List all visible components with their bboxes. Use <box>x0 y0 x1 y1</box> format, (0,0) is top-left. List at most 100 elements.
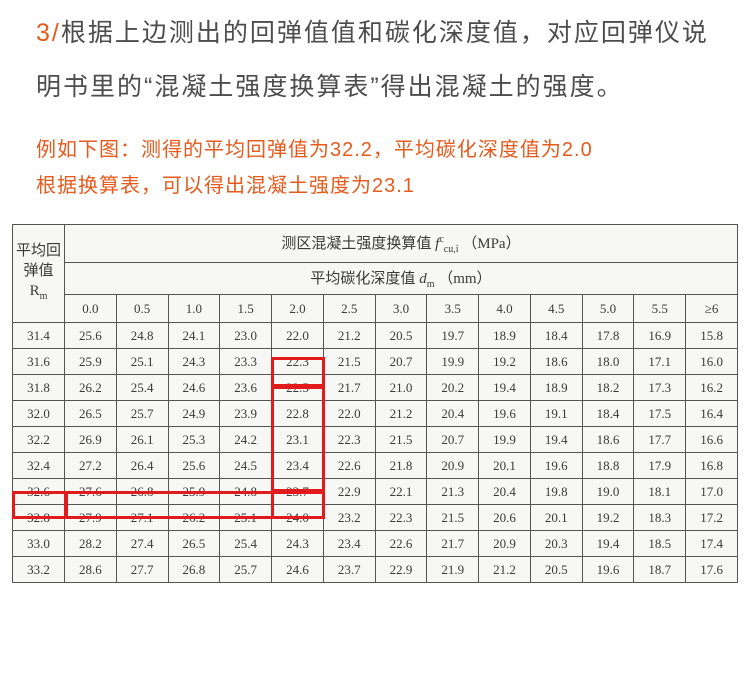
table-cell: 23.7 <box>272 479 324 505</box>
table-cell: 22.6 <box>375 531 427 557</box>
row-header: 31.6 <box>13 349 65 375</box>
table-cell: 20.1 <box>479 453 531 479</box>
table-cell: 16.2 <box>686 375 738 401</box>
table-cell: 21.7 <box>427 531 479 557</box>
table-cell: 18.8 <box>582 453 634 479</box>
table-cell: 18.1 <box>634 479 686 505</box>
table-cell: 27.4 <box>116 531 168 557</box>
table-cell: 22.3 <box>272 349 324 375</box>
table-row: 33.028.227.426.525.424.323.422.621.720.9… <box>13 531 738 557</box>
row-header: 32.2 <box>13 427 65 453</box>
col-header: 4.0 <box>479 295 531 323</box>
table-cell: 19.4 <box>582 531 634 557</box>
table-cell: 18.6 <box>530 349 582 375</box>
col-header: 3.5 <box>427 295 479 323</box>
table-cell: 20.4 <box>427 401 479 427</box>
table-cell: 22.9 <box>323 479 375 505</box>
example-line2: 根据换算表，可以得出混凝土强度为23.1 <box>36 175 415 197</box>
table-cell: 18.6 <box>582 427 634 453</box>
table-cell: 27.1 <box>116 505 168 531</box>
table-cell: 21.3 <box>427 479 479 505</box>
table-cell: 26.9 <box>65 427 117 453</box>
table-cell: 26.2 <box>65 375 117 401</box>
row-header: 32.6 <box>13 479 65 505</box>
row-header: 31.8 <box>13 375 65 401</box>
table-cell: 23.6 <box>220 375 272 401</box>
table-cell: 19.4 <box>479 375 531 401</box>
table-cell: 24.0 <box>272 505 324 531</box>
table-cell: 19.7 <box>427 323 479 349</box>
table-cell: 27.2 <box>65 453 117 479</box>
table-cell: 25.1 <box>220 505 272 531</box>
intro-text: 根据上边测出的回弹值值和碳化深度值，对应回弹仪说明书里的“混凝土强度换算表”得出… <box>36 19 709 101</box>
table-cell: 24.1 <box>168 323 220 349</box>
table-cell: 19.6 <box>530 453 582 479</box>
table-cell: 22.3 <box>323 427 375 453</box>
col-header: 5.5 <box>634 295 686 323</box>
col-header: 0.5 <box>116 295 168 323</box>
table-cell: 23.2 <box>323 505 375 531</box>
table-cell: 20.6 <box>479 505 531 531</box>
table-cell: 22.0 <box>272 323 324 349</box>
table-cell: 27.6 <box>65 479 117 505</box>
table-cell: 24.8 <box>116 323 168 349</box>
table-cell: 21.2 <box>375 401 427 427</box>
table-cell: 26.5 <box>168 531 220 557</box>
table-cell: 26.8 <box>116 479 168 505</box>
col-header: 2.0 <box>272 295 324 323</box>
table-cell: 23.1 <box>272 427 324 453</box>
table-row: 32.627.626.825.924.823.722.922.121.320.4… <box>13 479 738 505</box>
table-cell: 25.7 <box>220 557 272 583</box>
table-cell: 24.6 <box>272 557 324 583</box>
table-cell: 22.1 <box>375 479 427 505</box>
table-row: 32.026.525.724.923.922.822.021.220.419.6… <box>13 401 738 427</box>
table-cell: 16.4 <box>686 401 738 427</box>
table-cell: 22.8 <box>272 401 324 427</box>
table-row: 31.826.225.424.623.622.521.721.020.219.4… <box>13 375 738 401</box>
table-cell: 23.3 <box>220 349 272 375</box>
table-cell: 24.3 <box>168 349 220 375</box>
intro-paragraph: 3/根据上边测出的回弹值值和碳化深度值，对应回弹仪说明书里的“混凝土强度换算表”… <box>0 0 750 114</box>
table-cell: 20.9 <box>479 531 531 557</box>
table-cell: 26.4 <box>116 453 168 479</box>
table-cell: 21.9 <box>427 557 479 583</box>
table-cell: 19.9 <box>479 427 531 453</box>
table-cell: 17.2 <box>686 505 738 531</box>
table-cell: 17.7 <box>634 427 686 453</box>
table-row: 32.226.926.125.324.223.122.321.520.719.9… <box>13 427 738 453</box>
row-header: 32.8 <box>13 505 65 531</box>
table-cell: 22.3 <box>375 505 427 531</box>
table-cell: 16.9 <box>634 323 686 349</box>
table-cell: 21.7 <box>323 375 375 401</box>
table-cell: 25.4 <box>116 375 168 401</box>
table-cell: 18.9 <box>530 375 582 401</box>
table-row: 32.827.927.126.225.124.023.222.321.520.6… <box>13 505 738 531</box>
table-row: 32.427.226.425.624.523.422.621.820.920.1… <box>13 453 738 479</box>
table-cell: 21.8 <box>375 453 427 479</box>
table-cell: 17.5 <box>634 401 686 427</box>
table-cell: 24.9 <box>168 401 220 427</box>
table-cell: 24.5 <box>220 453 272 479</box>
table-cell: 22.5 <box>272 375 324 401</box>
table-cell: 28.2 <box>65 531 117 557</box>
table-row: 33.228.627.726.825.724.623.722.921.921.2… <box>13 557 738 583</box>
table-cell: 16.6 <box>686 427 738 453</box>
table-cell: 19.1 <box>530 401 582 427</box>
table-cell: 19.9 <box>427 349 479 375</box>
table-cell: 25.6 <box>168 453 220 479</box>
table-cell: 18.3 <box>634 505 686 531</box>
table-cell: 20.4 <box>479 479 531 505</box>
table-cell: 20.7 <box>427 427 479 453</box>
table-cell: 27.7 <box>116 557 168 583</box>
example-paragraph: 例如下图：测得的平均回弹值为32.2，平均碳化深度值为2.0 根据换算表，可以得… <box>0 114 750 204</box>
row-header: 31.4 <box>13 323 65 349</box>
table-cell: 26.8 <box>168 557 220 583</box>
table-cell: 26.2 <box>168 505 220 531</box>
table-cell: 17.0 <box>686 479 738 505</box>
table-cell: 21.2 <box>479 557 531 583</box>
table-cell: 19.8 <box>530 479 582 505</box>
table-cell: 17.8 <box>582 323 634 349</box>
table-cell: 15.8 <box>686 323 738 349</box>
table-cell: 18.4 <box>530 323 582 349</box>
table-cell: 23.9 <box>220 401 272 427</box>
